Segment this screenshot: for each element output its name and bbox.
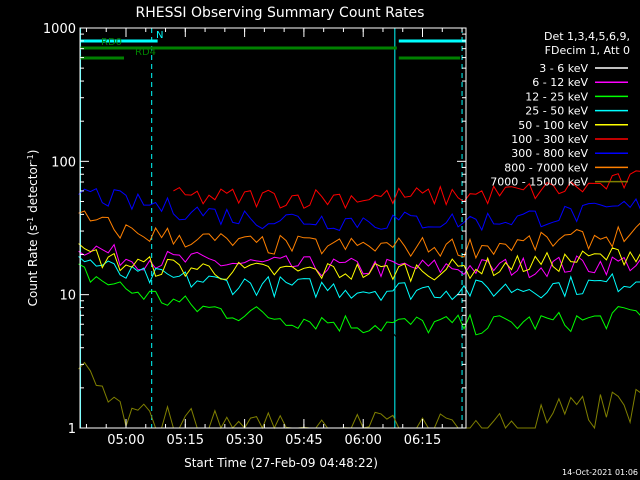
x-tick-label: 05:30 bbox=[226, 433, 263, 448]
x-tick-label: 05:45 bbox=[285, 433, 322, 448]
legend-entry-label: 12 - 25 keV bbox=[525, 90, 588, 103]
axes: 1 10 100 1000 05:00 05:15 05:30 05:45 06:00 06:15 bbox=[43, 22, 467, 448]
series-line bbox=[78, 243, 640, 279]
chart-title: RHESSI Observing Summary Count Rates bbox=[136, 5, 425, 21]
legend-entry-label: 800 - 7000 keV bbox=[504, 161, 588, 174]
x-tick-label: 05:15 bbox=[167, 433, 204, 448]
y-axis-label-unit: detector bbox=[26, 162, 40, 217]
legend-entry-label: 25 - 50 keV bbox=[525, 105, 588, 118]
legend-entry-label: 100 - 300 keV bbox=[511, 133, 588, 146]
legend-entry-label: 3 - 6 keV bbox=[539, 62, 588, 75]
series-line bbox=[78, 295, 640, 353]
series-line bbox=[78, 210, 640, 260]
legend: Det 1,3,4,5,6,9, FDecim 1, Att 0 3 - 6 k… bbox=[490, 30, 630, 189]
y-axis-label: Count Rate (s-1 detector-1) bbox=[26, 150, 41, 307]
series-line bbox=[78, 243, 640, 283]
legend-header-line-1: Det 1,3,4,5,6,9, bbox=[544, 30, 630, 43]
y-axis-label-superscript: -1 bbox=[26, 217, 35, 225]
y-axis-label-text: Count Rate (s bbox=[26, 225, 40, 307]
legend-entry-label: 6 - 12 keV bbox=[532, 76, 588, 89]
footer-date: 14-Oct-2021 01:06 bbox=[562, 468, 638, 477]
series-line bbox=[78, 263, 640, 336]
y-tick-label: 10 bbox=[59, 289, 76, 304]
plot-area: N RD0 RD4 bbox=[78, 28, 640, 430]
series-line bbox=[173, 170, 640, 210]
flag-label-n: N bbox=[156, 30, 163, 41]
flag-label-rd0: RD0 bbox=[101, 37, 122, 48]
y-tick-label: 1000 bbox=[43, 22, 76, 37]
legend-entry-label: 300 - 800 keV bbox=[511, 147, 588, 160]
x-tick-label: 06:00 bbox=[344, 433, 381, 448]
plot-frame bbox=[79, 27, 467, 429]
x-tick-label: 06:15 bbox=[404, 433, 441, 448]
y-axis-label-superscript-2: -1 bbox=[26, 154, 35, 162]
y-axis-label-close: ) bbox=[26, 150, 40, 155]
x-axis-label: Start Time (27-Feb-09 04:48:22) bbox=[184, 456, 378, 470]
y-tick-label: 100 bbox=[51, 155, 76, 170]
legend-header-line-2: FDecim 1, Att 0 bbox=[545, 44, 630, 57]
series-line bbox=[78, 188, 640, 232]
y-tick-label: 1 bbox=[68, 422, 76, 437]
legend-entry-label: 50 - 100 keV bbox=[518, 119, 588, 132]
series-line bbox=[78, 256, 640, 302]
flag-label-rd4: RD4 bbox=[135, 47, 156, 58]
legend-entry-label: 7000 - 15000 keV bbox=[490, 176, 588, 189]
x-tick-label: 05:00 bbox=[107, 433, 144, 448]
